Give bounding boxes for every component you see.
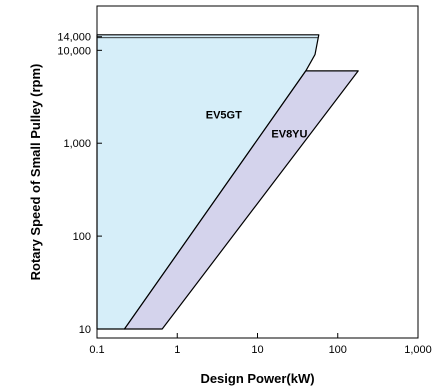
y-tick-label: 100 bbox=[73, 231, 91, 243]
region-ev5gt bbox=[96, 34, 320, 330]
x-axis-title: Design Power(kW) bbox=[200, 371, 314, 386]
y-tick-label: 1,000 bbox=[63, 138, 91, 150]
region-label-group: EV5GT EV8YU bbox=[206, 109, 308, 140]
y-axis-title: Rotary Speed of Small Pulley (rpm) bbox=[28, 64, 43, 281]
region-ev8yu bbox=[123, 70, 359, 330]
x-tick-label: 1 bbox=[174, 344, 180, 356]
x-tick-label: 10 bbox=[251, 344, 263, 356]
y-tick-label: 14,000 bbox=[57, 32, 91, 44]
region-group bbox=[96, 34, 359, 330]
region-label-ev5gt: EV5GT bbox=[206, 109, 242, 121]
x-tick-label: 1,000 bbox=[404, 344, 432, 356]
y-tick-label: 10,000 bbox=[57, 45, 91, 57]
x-tick-label: 100 bbox=[329, 344, 347, 356]
x-tick-label: 0.1 bbox=[89, 344, 104, 356]
y-tick-label: 10 bbox=[79, 324, 91, 336]
region-label-ev8yu: EV8YU bbox=[271, 129, 307, 141]
